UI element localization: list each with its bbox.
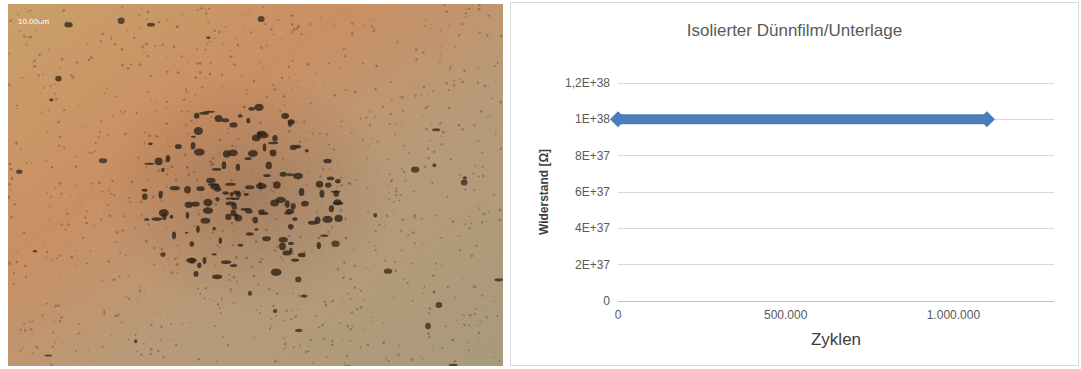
svg-text:4E+37: 4E+37 bbox=[575, 221, 610, 235]
svg-text:0: 0 bbox=[615, 308, 622, 322]
svg-text:10.00um: 10.00um bbox=[18, 17, 49, 26]
svg-text:1,2E+38: 1,2E+38 bbox=[565, 76, 610, 90]
svg-text:1.000.000: 1.000.000 bbox=[927, 308, 981, 322]
svg-text:8E+37: 8E+37 bbox=[575, 149, 610, 163]
svg-text:1E+38: 1E+38 bbox=[575, 112, 610, 126]
svg-text:Zyklen: Zyklen bbox=[811, 330, 861, 349]
svg-text:0: 0 bbox=[603, 294, 610, 308]
svg-text:Widerstand [Ω]: Widerstand [Ω] bbox=[537, 149, 551, 235]
svg-text:6E+37: 6E+37 bbox=[575, 185, 610, 199]
svg-text:Isolierter Dünnfilm/Unterlage: Isolierter Dünnfilm/Unterlage bbox=[687, 21, 902, 40]
svg-text:2E+37: 2E+37 bbox=[575, 258, 610, 272]
svg-text:500.000: 500.000 bbox=[764, 308, 808, 322]
